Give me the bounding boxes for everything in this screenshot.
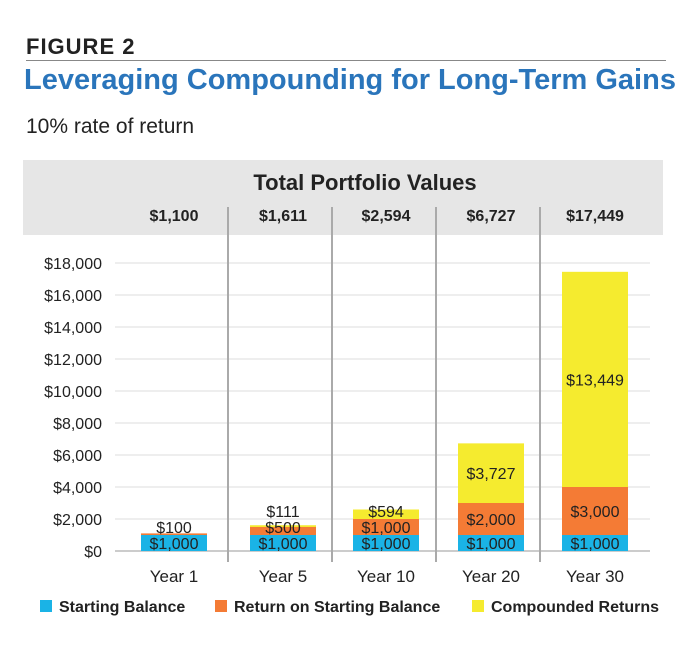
x-tick-label: Year 1 — [150, 567, 199, 586]
bar-segment — [353, 535, 419, 551]
data-label: $1,000 — [362, 520, 411, 537]
x-tick-label: Year 10 — [357, 567, 415, 586]
bar-segment — [250, 535, 316, 551]
figure-title: Leveraging Compounding for Long-Term Gai… — [24, 64, 676, 96]
figure-subtitle: 10% rate of return — [26, 115, 195, 138]
chart-title: Total Portfolio Values — [253, 170, 476, 195]
y-tick-label: $8,000 — [53, 416, 102, 433]
x-tick-label: Year 30 — [566, 567, 624, 586]
legend-swatch — [215, 600, 227, 612]
y-tick-label: $4,000 — [53, 480, 102, 497]
bar-segment — [458, 503, 524, 535]
data-label: $1,000 — [362, 536, 411, 553]
data-label: $594 — [368, 504, 404, 521]
data-label: $500 — [265, 520, 301, 537]
x-tick-label: Year 20 — [462, 567, 520, 586]
data-label: $3,000 — [571, 504, 620, 521]
total-label: $6,727 — [467, 208, 516, 225]
total-label: $2,594 — [362, 208, 411, 225]
total-label: $1,100 — [150, 208, 199, 225]
data-label: $1,000 — [150, 536, 199, 553]
y-tick-label: $14,000 — [44, 320, 102, 337]
data-label: $111 — [266, 504, 299, 521]
y-tick-label: $18,000 — [44, 256, 102, 273]
bar-segment — [353, 519, 419, 535]
x-tick-label: Year 5 — [259, 567, 308, 586]
total-label: $17,449 — [566, 208, 624, 225]
y-tick-label: $16,000 — [44, 288, 102, 305]
data-label: $13,449 — [566, 372, 624, 389]
data-label: $1,000 — [259, 536, 308, 553]
title-band — [23, 160, 663, 235]
bar-segment — [562, 271, 628, 487]
data-label: $100 — [156, 520, 192, 537]
legend-swatch — [40, 600, 52, 612]
data-label: $1,000 — [571, 536, 620, 553]
divider — [26, 60, 666, 61]
legend-swatch — [472, 600, 484, 612]
bar-segment — [458, 443, 524, 503]
legend-label: Starting Balance — [59, 599, 185, 616]
data-label: $1,000 — [467, 536, 516, 553]
data-label: $3,727 — [467, 466, 516, 483]
bar-segment — [141, 535, 207, 551]
bar-segment — [458, 535, 524, 551]
figure-number: FIGURE 2 — [26, 34, 136, 59]
data-label: $2,000 — [467, 512, 516, 529]
y-tick-label: $2,000 — [53, 512, 102, 529]
legend-label: Return on Starting Balance — [234, 599, 440, 616]
bar-segment — [562, 487, 628, 535]
legend-label: Compounded Returns — [491, 599, 659, 616]
bar-segment — [141, 533, 207, 535]
y-tick-label: $10,000 — [44, 384, 102, 401]
y-tick-label: $6,000 — [53, 448, 102, 465]
y-tick-label: $12,000 — [44, 352, 102, 369]
bar-segment — [562, 535, 628, 551]
y-tick-label: $0 — [84, 544, 102, 561]
total-label: $1,611 — [259, 208, 307, 225]
bar-segment — [353, 509, 419, 519]
bar-segment — [250, 525, 316, 527]
bar-segment — [250, 527, 316, 535]
